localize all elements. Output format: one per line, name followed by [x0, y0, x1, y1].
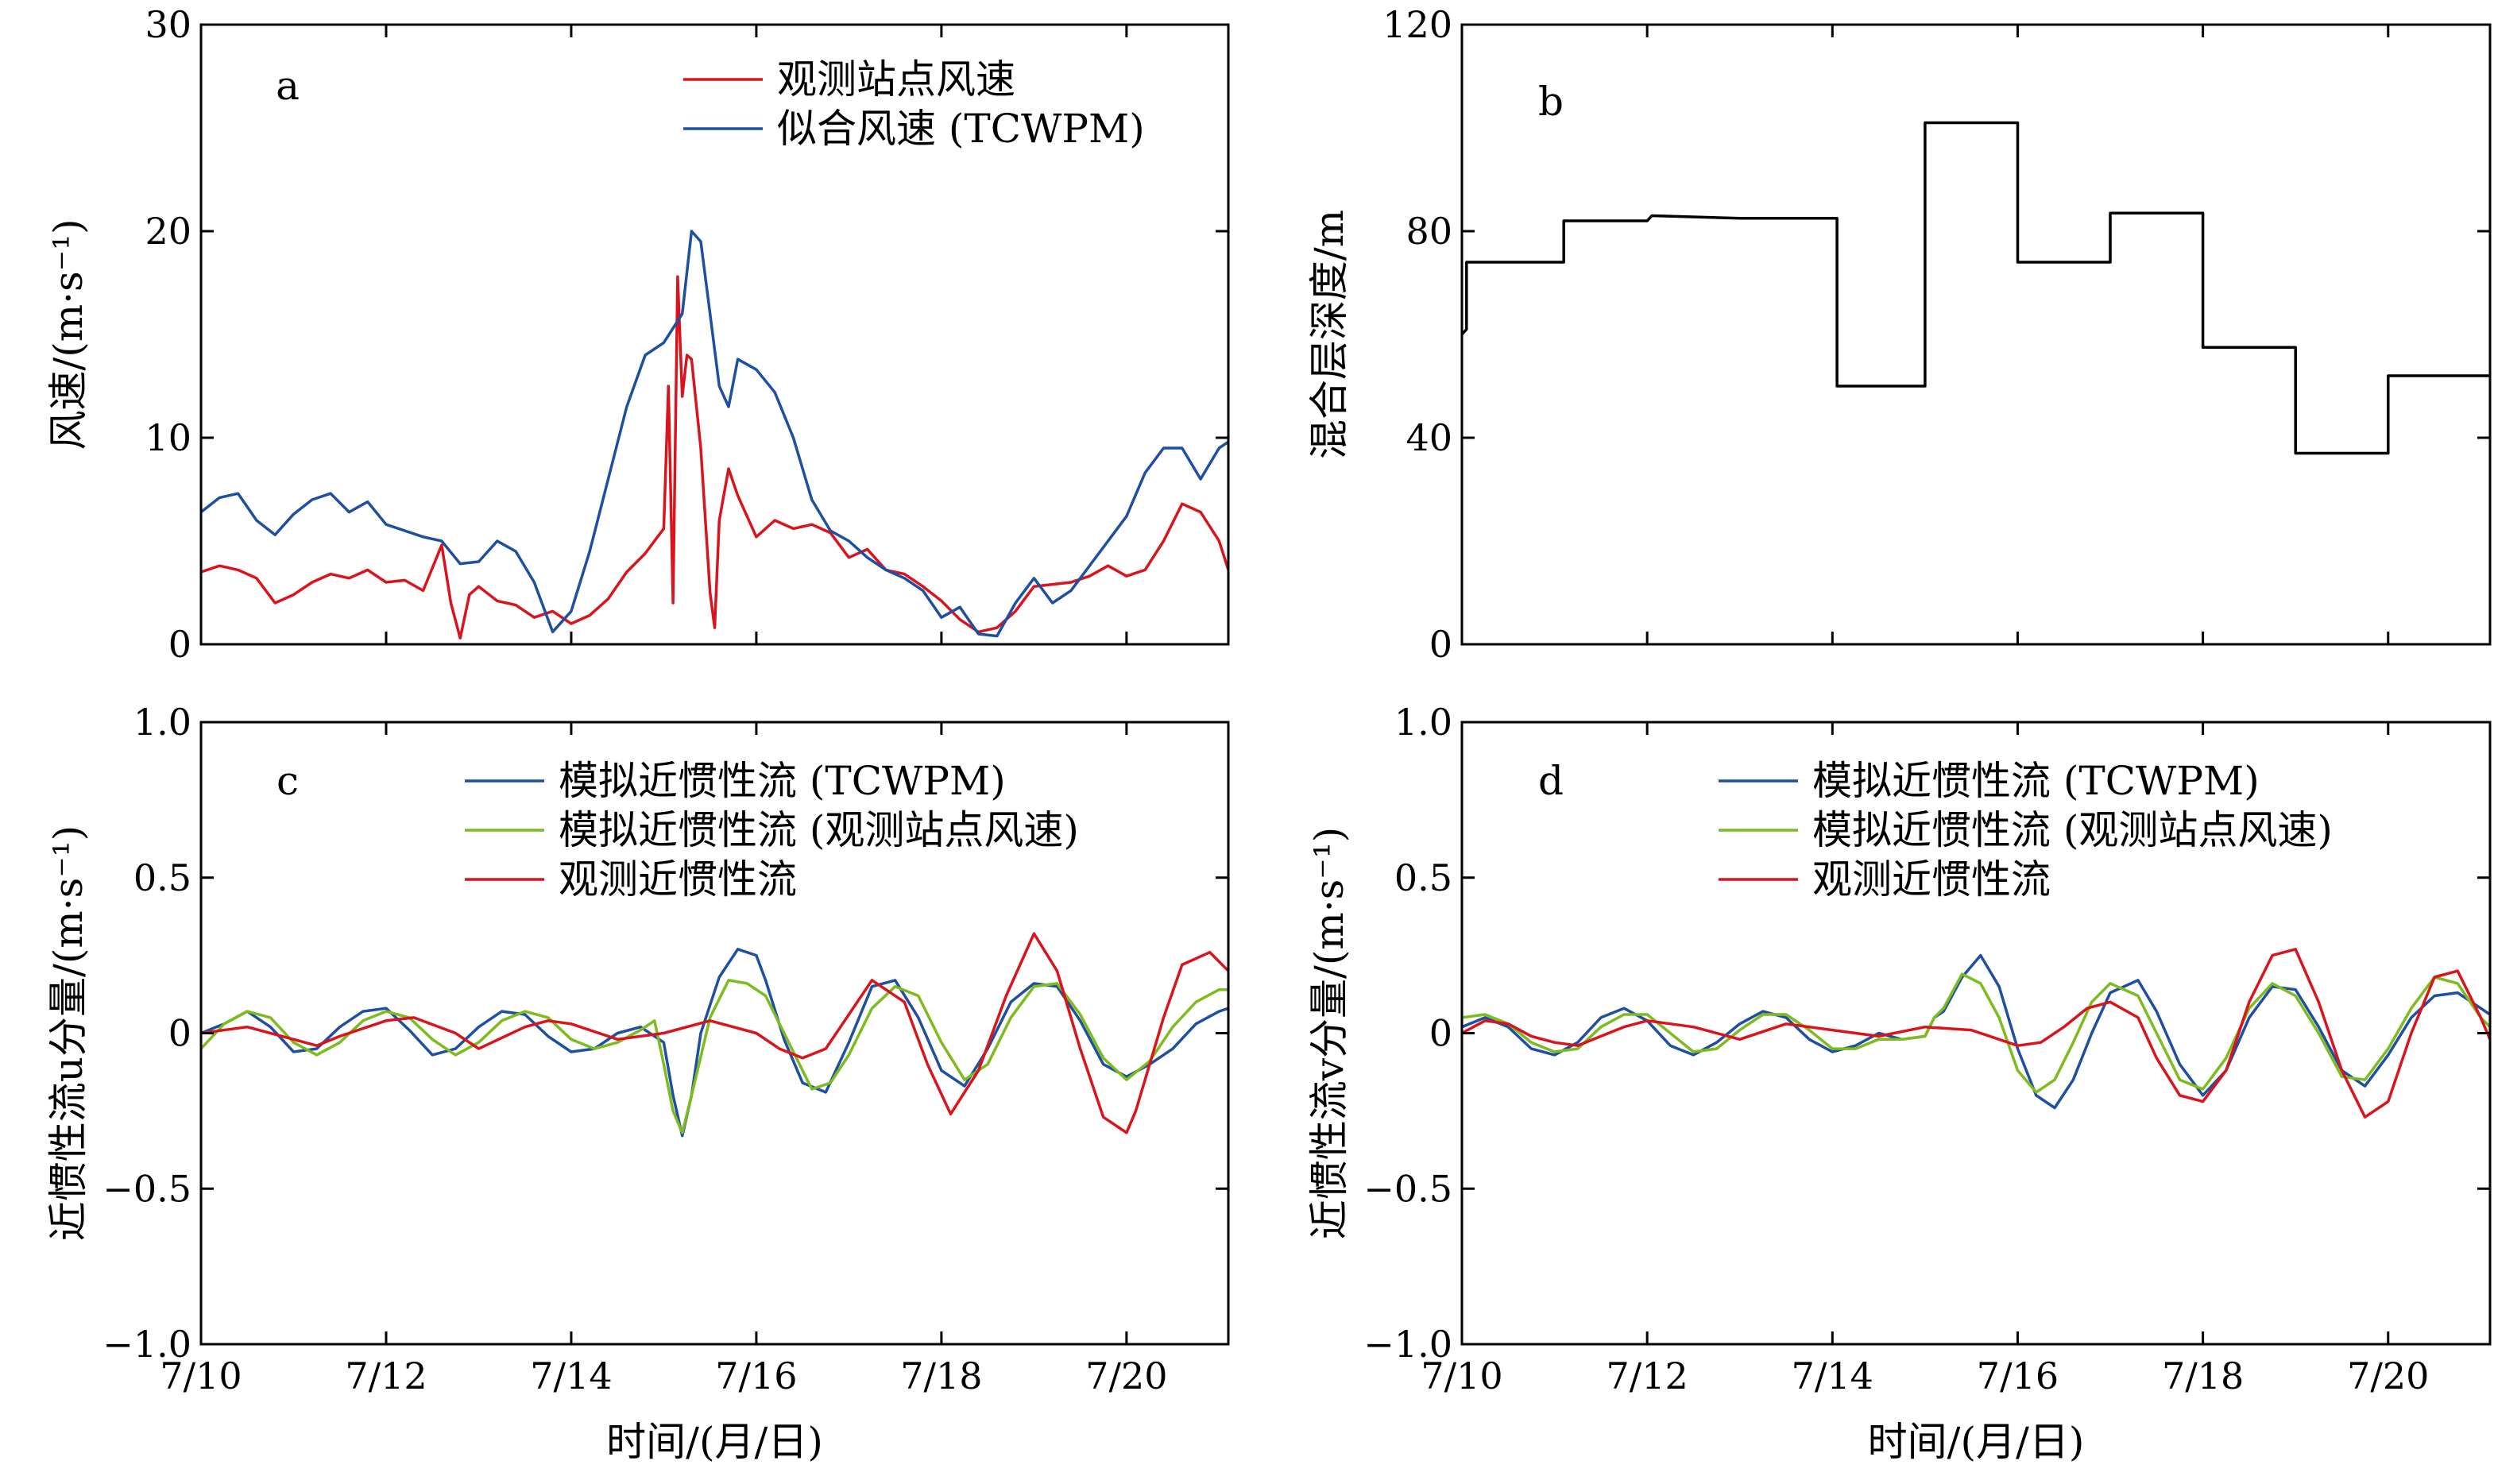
x-tick-label: 7/14	[530, 1355, 612, 1397]
y-tick-label: −0.5	[102, 1167, 191, 1210]
legend-label: 模拟近惯性流 (TCWPM)	[559, 758, 1006, 804]
legend-label: 似合风速 (TCWPM)	[777, 106, 1145, 152]
y-tick-label: 0.5	[133, 856, 191, 899]
y-tick-label: 20	[145, 210, 191, 253]
y-tick-label: 0	[1429, 1012, 1452, 1055]
panel-label: a	[276, 63, 300, 109]
legend: 模拟近惯性流 (TCWPM)模拟近惯性流 (观测站点风速)观测近惯性流	[465, 758, 1079, 902]
y-tick-label: 0.5	[1394, 856, 1452, 899]
y-tick-label: 0	[168, 1012, 191, 1055]
y-tick-label: 120	[1382, 3, 1452, 46]
legend-label: 观测近惯性流	[559, 856, 797, 902]
legend-label: 模拟近惯性流 (观测站点风速)	[1812, 807, 2333, 853]
x-tick-label: 7/14	[1792, 1355, 1873, 1397]
series-line-b-1	[1462, 121, 2490, 455]
axes-frame	[199, 23, 1230, 646]
series-line-c-1	[201, 948, 1228, 1138]
x-tick-label: 7/20	[1085, 1355, 1167, 1397]
panel-b: 0 40 80 120 混合层深度/m b	[1306, 3, 2492, 666]
series-line-d-2	[1462, 972, 2490, 1094]
y-axis-label: 近惯性流u分量/(m·s⁻¹)	[45, 825, 91, 1241]
x-tick-label: 7/10	[1421, 1355, 1502, 1397]
legend: 模拟近惯性流 (TCWPM)模拟近惯性流 (观测站点风速)观测近惯性流	[1719, 758, 2333, 902]
y-tick-label: −1.0	[102, 1323, 191, 1366]
legend-label: 观测站点风速	[777, 56, 1015, 102]
series-line-a-2	[201, 230, 1228, 638]
y-tick-label: 10	[145, 416, 191, 459]
series-group	[1462, 121, 2490, 455]
legend-label: 模拟近惯性流 (观测站点风速)	[559, 807, 1079, 853]
x-tick-label: 7/12	[345, 1355, 427, 1397]
x-tick-label: 7/10	[160, 1355, 242, 1397]
x-tick-label: 7/16	[715, 1355, 797, 1397]
x-tick-label: 7/20	[2347, 1355, 2429, 1397]
y-tick-label: 1.0	[133, 701, 191, 744]
legend-label: 模拟近惯性流 (TCWPM)	[1812, 758, 2260, 804]
panel-d: −1.0 −0.5 0 0.5 1.0 7/10 7/12 7/14 7/16 7/18 7/20 时…	[1306, 701, 2492, 1465]
panel-label: b	[1538, 79, 1564, 125]
x-tick-label: 7/12	[1606, 1355, 1688, 1397]
y-axis-label: 风速/(m·s⁻¹)	[45, 218, 91, 450]
y-tick-label: 40	[1406, 416, 1452, 459]
y-axis-label: 近惯性流v分量/(m·s⁻¹)	[1306, 827, 1352, 1240]
x-tick-label: 7/18	[900, 1355, 982, 1397]
y-tick-label: −0.5	[1363, 1167, 1452, 1210]
y-tick-label: −1.0	[1363, 1323, 1452, 1366]
x-tick-label: 7/18	[2162, 1355, 2244, 1397]
series-group	[201, 230, 1228, 640]
x-tick-label: 7/16	[1977, 1355, 2059, 1397]
y-tick-label: 80	[1406, 210, 1452, 253]
x-axis-label: 时间/(月/日)	[606, 1419, 823, 1465]
y-tick-label: 30	[145, 3, 191, 46]
y-tick-label: 1.0	[1394, 701, 1452, 744]
y-axis-label: 混合层深度/m	[1306, 210, 1352, 459]
panel-label: c	[276, 758, 299, 804]
series-line-c-3	[201, 932, 1228, 1134]
series-group	[1462, 948, 2490, 1119]
series-line-a-1	[201, 275, 1228, 640]
series-line-c-2	[201, 979, 1228, 1134]
panel-label: d	[1538, 758, 1564, 804]
legend-label: 观测近惯性流	[1812, 856, 2051, 902]
y-tick-label: 0	[168, 623, 191, 666]
x-axis-label: 时间/(月/日)	[1868, 1419, 2085, 1465]
y-tick-label: 0	[1429, 623, 1452, 666]
series-line-d-3	[1462, 948, 2490, 1119]
panel-c: −1.0 −0.5 0 0.5 1.0 7/10 7/12 7/14 7/16 7/18 7/20 时…	[45, 701, 1230, 1465]
series-group	[201, 932, 1228, 1138]
axes-frame	[1460, 23, 2492, 646]
